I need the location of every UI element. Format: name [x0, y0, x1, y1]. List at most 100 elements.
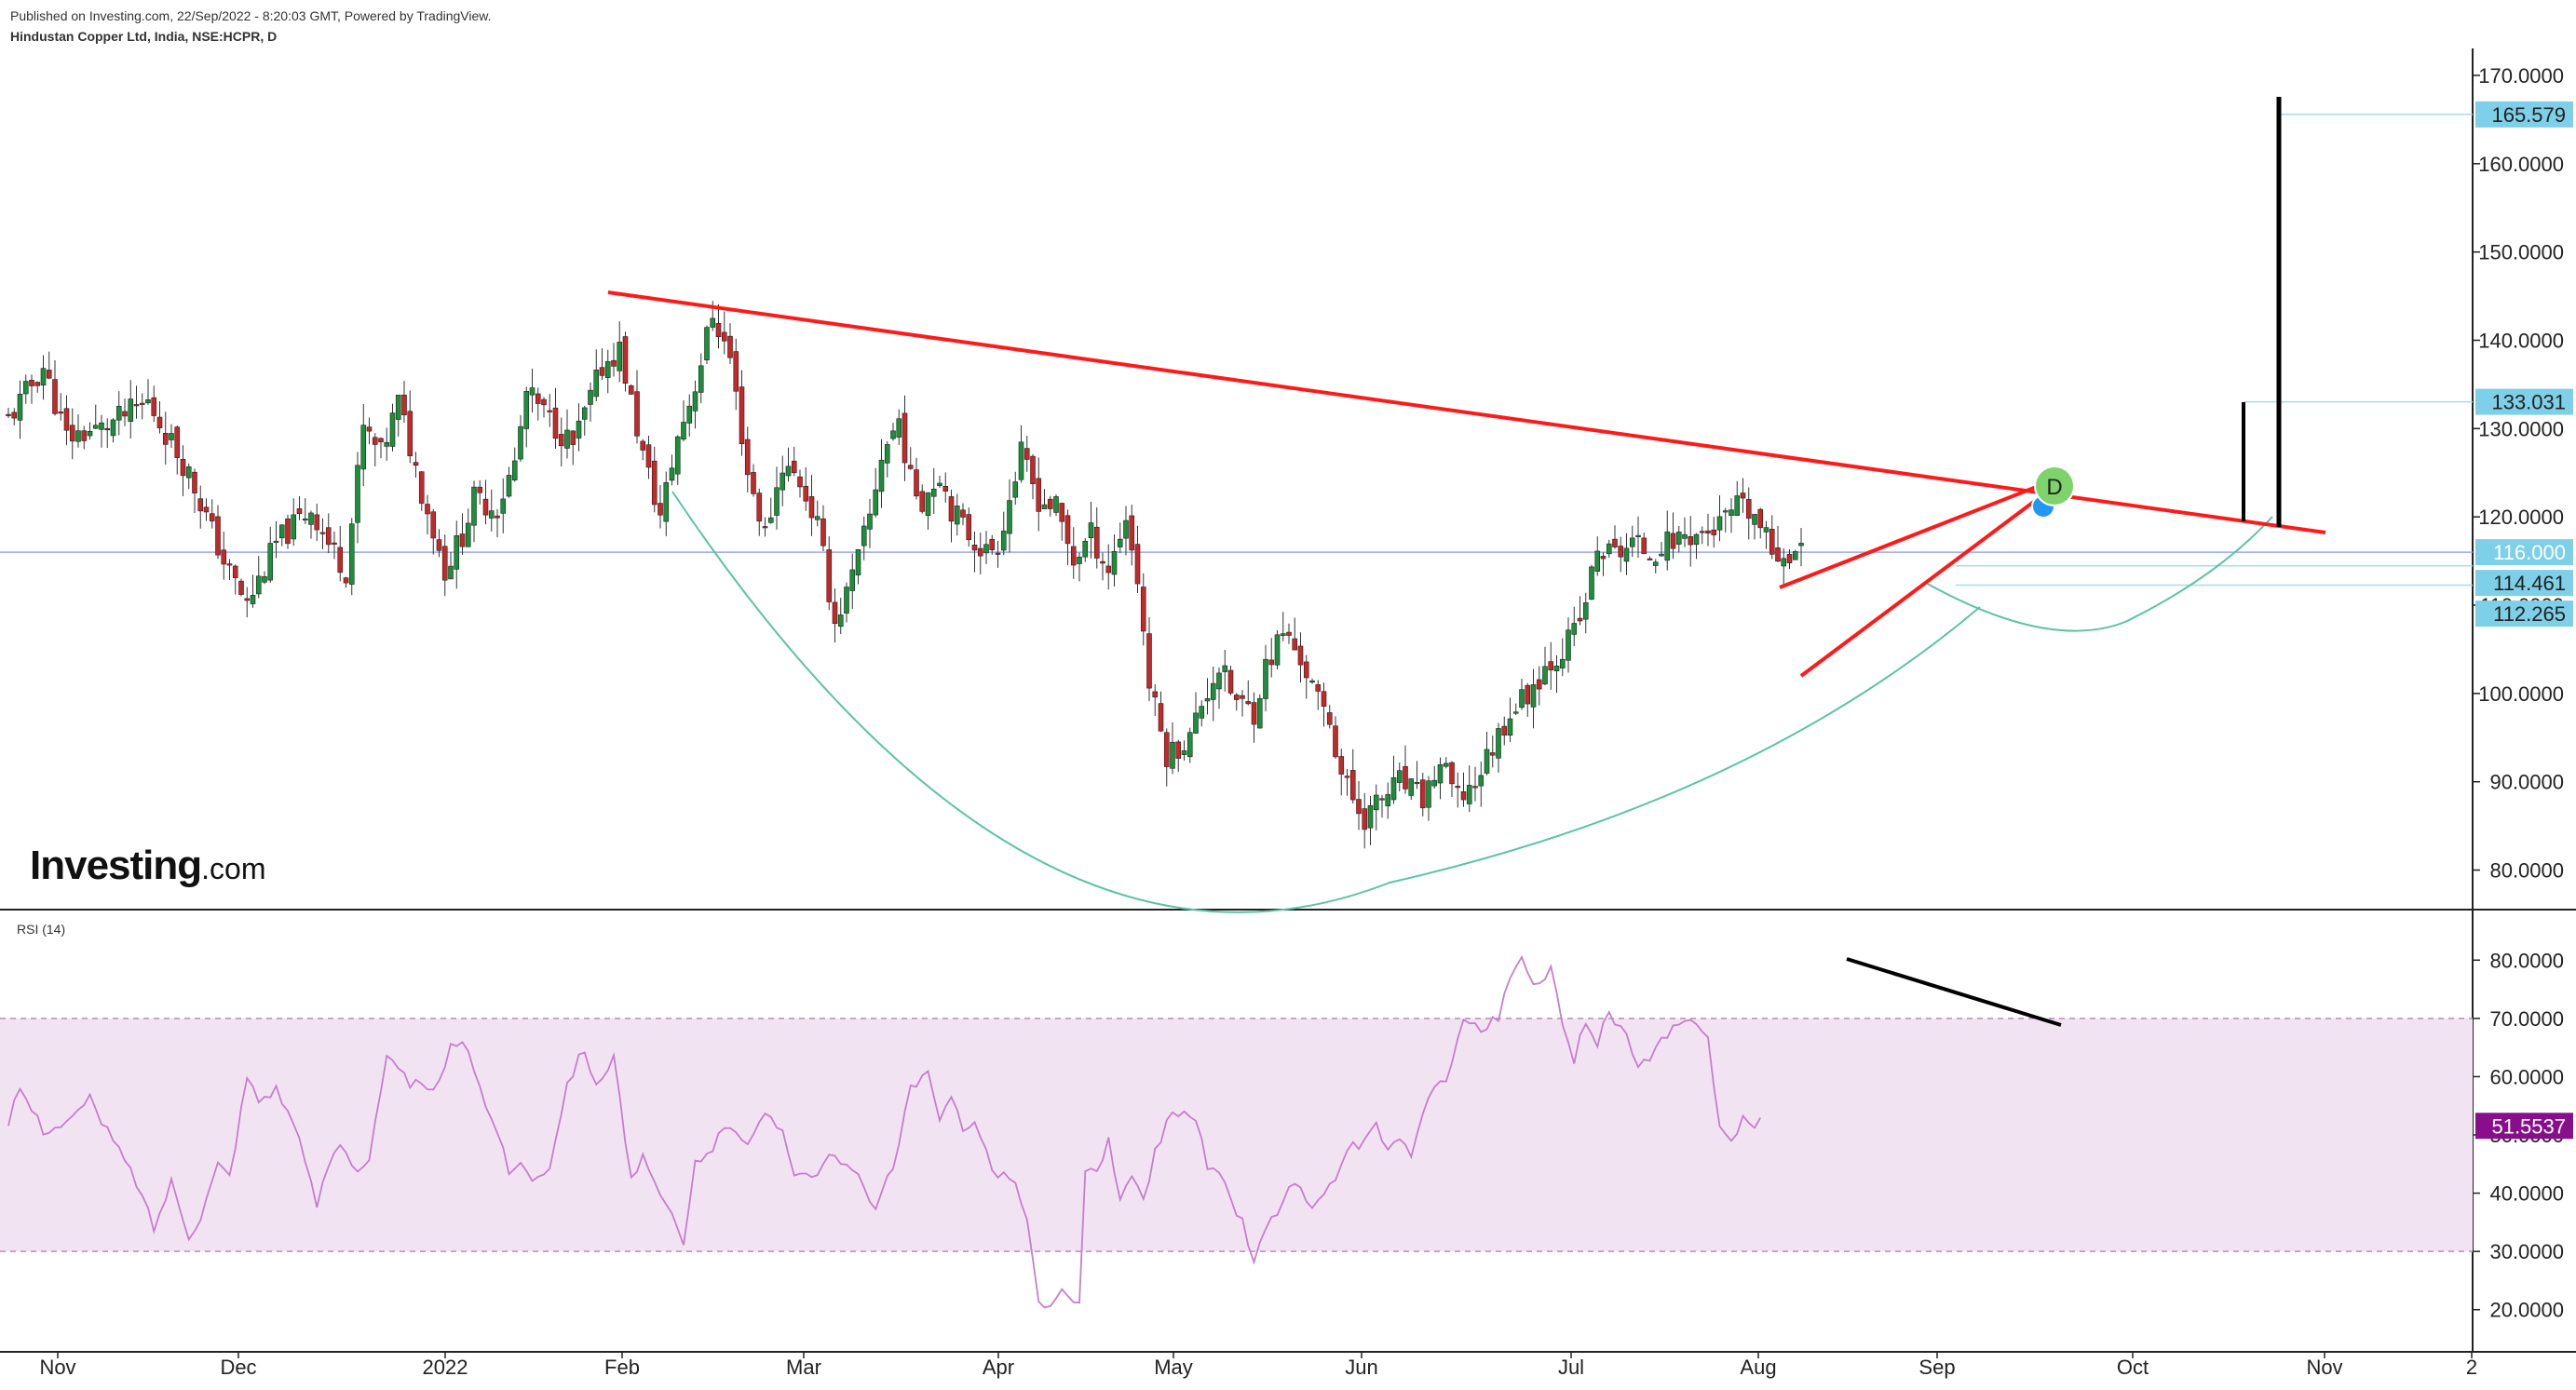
candle-body — [1064, 515, 1071, 545]
candle-body — [1664, 531, 1671, 561]
candle-body — [1193, 712, 1199, 734]
candle-body — [774, 487, 780, 516]
time-tick-label-11: Oct — [2117, 1356, 2149, 1379]
candle-body — [1123, 520, 1129, 539]
candle-body — [733, 351, 739, 392]
candle-body — [180, 458, 186, 477]
price-level-box-0 — [2475, 101, 2573, 128]
candle-body — [983, 544, 989, 554]
candle-body — [1163, 732, 1170, 767]
candle-body — [558, 434, 564, 447]
candle-body — [826, 549, 833, 602]
candle-body — [1333, 725, 1338, 758]
candle-body — [692, 391, 698, 412]
candle-body — [814, 516, 820, 520]
candle-body — [413, 462, 419, 466]
candle-body — [1606, 543, 1612, 555]
price-level-label-3: 114.461 — [2493, 572, 2566, 595]
candle-body — [17, 393, 23, 421]
candle-body — [495, 515, 500, 519]
candle-body — [884, 444, 890, 464]
candle-body — [942, 485, 949, 492]
candle-body — [1233, 695, 1240, 700]
candle-body — [1240, 695, 1245, 699]
candle-body — [1000, 531, 1007, 551]
candle-body — [1047, 498, 1053, 509]
handle-arc — [1923, 516, 2273, 632]
candle-body — [1117, 538, 1123, 547]
candle-body — [1263, 658, 1268, 699]
published-note: Published on Investing.com, 22/Sep/2022 … — [10, 8, 492, 23]
candle-body — [1600, 556, 1607, 560]
candle-body — [302, 518, 308, 521]
candle-body — [727, 335, 733, 358]
time-tick-label-6: May — [1154, 1356, 1193, 1379]
rsi-tick-label-0: 20.0000 — [2489, 1299, 2564, 1322]
candle-body — [430, 511, 437, 539]
candle-body — [1053, 496, 1059, 513]
candle-body — [808, 496, 815, 519]
candle-body — [767, 517, 774, 523]
candle-body — [977, 547, 983, 557]
candle-body — [1385, 794, 1391, 807]
candle-body — [867, 513, 873, 530]
candle-body — [162, 432, 169, 445]
candle-body — [1297, 645, 1304, 666]
candle-body — [52, 379, 58, 414]
candle-body — [878, 459, 885, 493]
candle-body — [75, 430, 81, 442]
candle-body — [366, 426, 373, 432]
candle-body — [1152, 691, 1159, 698]
candle-body — [1455, 786, 1461, 789]
candle-body — [518, 425, 523, 460]
candle-body — [803, 485, 809, 502]
candle-body — [58, 412, 64, 414]
candle-body — [296, 508, 303, 514]
candle-body — [622, 336, 629, 384]
candle-body — [1245, 701, 1252, 705]
candle-body — [174, 426, 181, 458]
candle-body — [1786, 554, 1793, 563]
candle-body — [593, 370, 600, 398]
candle-body — [925, 492, 931, 516]
candle-body — [948, 496, 955, 522]
candle-body — [1251, 702, 1257, 725]
candle-body — [1629, 537, 1635, 547]
candle-body — [890, 430, 896, 439]
price-level-box-4 — [2475, 601, 2573, 628]
candle-body — [1077, 556, 1082, 564]
candle-body — [1070, 546, 1077, 566]
candle-body — [139, 402, 145, 405]
candle-body — [832, 601, 838, 625]
candle-body — [628, 385, 634, 395]
time-tick-label-13: 2 — [2466, 1356, 2477, 1379]
candle-body — [995, 552, 1001, 555]
candle-body — [267, 543, 274, 581]
candle-body — [1403, 765, 1408, 789]
logo-domain: .com — [201, 852, 266, 885]
candle-body — [378, 438, 384, 443]
candle-body — [669, 467, 675, 481]
candle-body — [645, 444, 652, 468]
candle-body — [1582, 602, 1589, 620]
candle-body — [1489, 752, 1496, 756]
candle-body — [197, 498, 204, 512]
candle-body — [1315, 683, 1322, 692]
price-level-box-2 — [2475, 539, 2573, 566]
candle-body — [914, 469, 919, 497]
candle-body — [1408, 778, 1415, 796]
candle-body — [355, 465, 360, 523]
pattern-marker-icon — [2034, 466, 2075, 506]
time-tick-label-1: Dec — [220, 1356, 256, 1379]
candle-body — [1093, 526, 1100, 559]
candle-body — [1478, 775, 1485, 787]
candle-body — [441, 546, 448, 581]
candle-body — [1752, 514, 1757, 525]
candle-body — [529, 387, 536, 396]
candle-body — [547, 410, 553, 412]
rsi-tick-label-5: 70.0000 — [2489, 1007, 2564, 1031]
candle-body — [739, 386, 745, 445]
candle-body — [570, 430, 576, 445]
price-tick-label-9: 170.0000 — [2478, 64, 2564, 88]
